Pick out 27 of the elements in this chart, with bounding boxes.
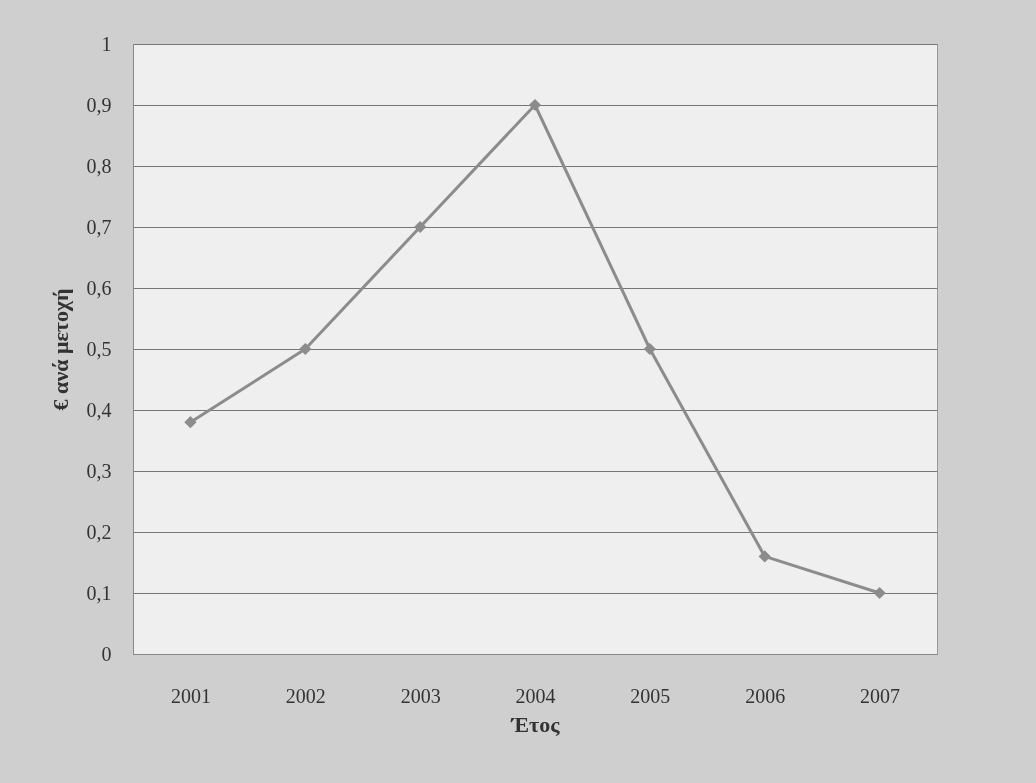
y-tick-label: 0,5 bbox=[86, 337, 112, 360]
point bbox=[299, 342, 312, 356]
x-tick-label: 2002 bbox=[285, 684, 326, 707]
point bbox=[643, 342, 656, 356]
x-tick-label: 2006 bbox=[745, 684, 786, 707]
x-tick-label: 2007 bbox=[860, 684, 901, 707]
x-tick-label: 2004 bbox=[515, 684, 556, 707]
point bbox=[758, 550, 771, 563]
y-tick-label: 0,1 bbox=[86, 581, 112, 604]
point bbox=[528, 98, 542, 112]
point bbox=[873, 586, 886, 600]
y-tick-label: 0,8 bbox=[86, 154, 112, 177]
y-tick-label: 0,4 bbox=[86, 398, 112, 421]
y-tick-label: 0,6 bbox=[86, 276, 112, 299]
y-tick-label: 1 bbox=[101, 32, 112, 55]
y-tick-label: 0,3 bbox=[86, 459, 112, 482]
y-tick-label: 0,2 bbox=[86, 520, 112, 543]
y-axis-title: € ανά μετοχή bbox=[47, 288, 73, 411]
x-tick-label: 2005 bbox=[630, 684, 671, 707]
y-tick-label: 0,9 bbox=[86, 93, 112, 116]
y-tick-label: 0 bbox=[101, 642, 112, 665]
point bbox=[414, 220, 427, 234]
point bbox=[184, 416, 197, 429]
x-tick-label: 2001 bbox=[170, 684, 211, 707]
x-axis-title: Έτος bbox=[510, 711, 561, 737]
y-tick-label: 0,7 bbox=[86, 215, 112, 238]
x-tick-label: 2003 bbox=[400, 684, 441, 707]
